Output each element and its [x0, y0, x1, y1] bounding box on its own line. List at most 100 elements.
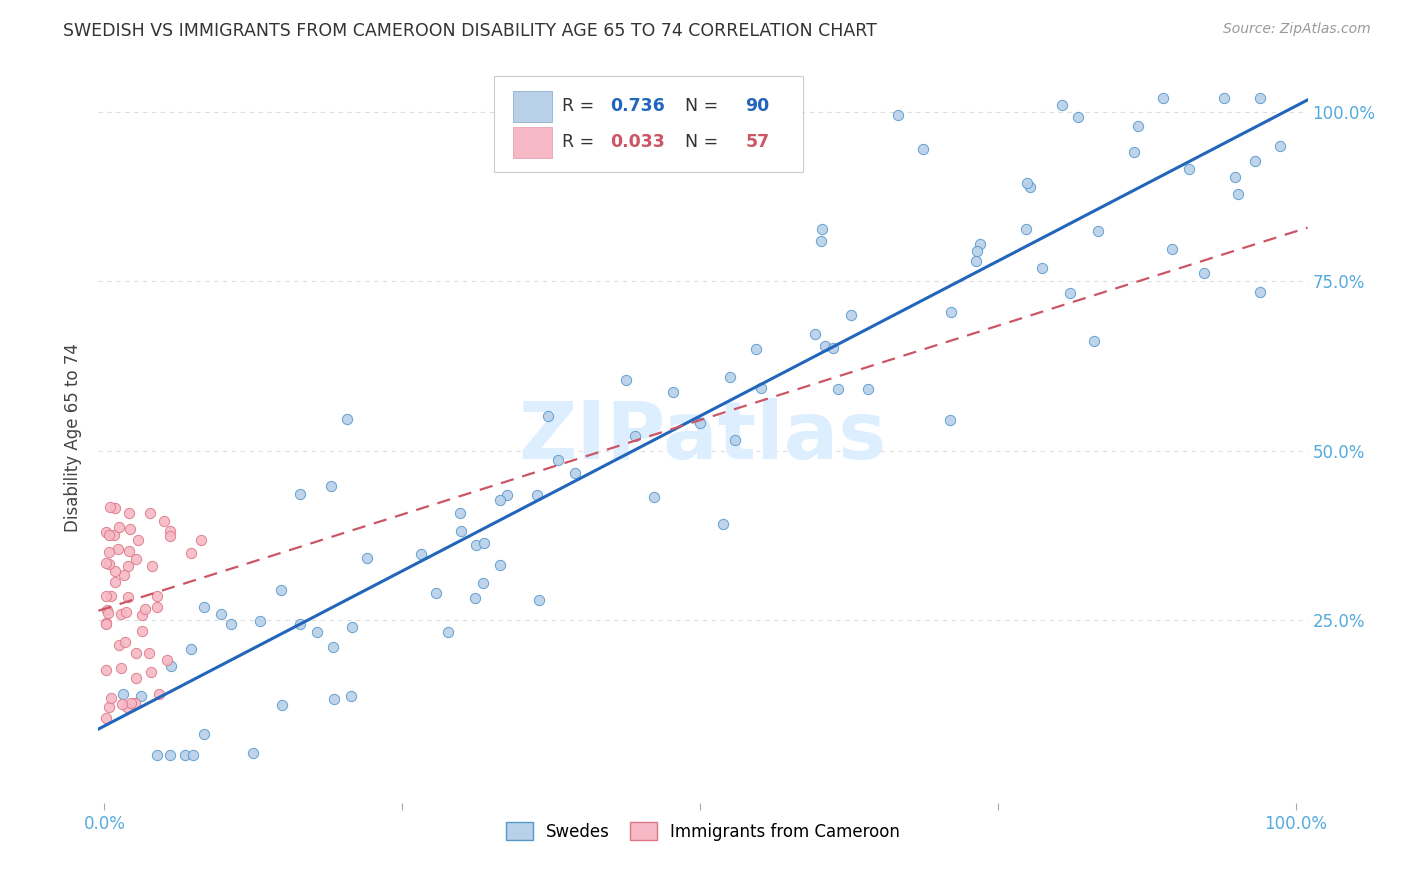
- Point: [1213, 91, 1236, 105]
- Point: [912, 142, 935, 156]
- Point: [139, 665, 162, 680]
- Point: [489, 558, 512, 573]
- FancyBboxPatch shape: [513, 91, 551, 122]
- Text: ZIPatlas: ZIPatlas: [519, 398, 887, 476]
- Point: [336, 412, 359, 426]
- Point: [614, 373, 637, 387]
- Point: [94, 663, 117, 677]
- Point: [114, 635, 136, 649]
- Point: [193, 727, 215, 741]
- Point: [858, 382, 880, 396]
- Point: [804, 326, 827, 341]
- Point: [307, 624, 329, 639]
- Point: [100, 691, 122, 706]
- Point: [821, 342, 844, 356]
- Point: [472, 576, 495, 591]
- Point: [98, 700, 121, 714]
- Point: [221, 616, 243, 631]
- Point: [117, 591, 139, 605]
- Point: [146, 600, 169, 615]
- Text: 0.736: 0.736: [610, 97, 665, 115]
- Point: [129, 689, 152, 703]
- Text: N =: N =: [673, 133, 724, 152]
- Point: [1019, 179, 1042, 194]
- Point: [1160, 243, 1182, 257]
- Point: [115, 699, 138, 714]
- Point: [141, 558, 163, 573]
- Text: 57: 57: [745, 133, 769, 152]
- Point: [94, 617, 117, 632]
- Point: [450, 524, 472, 539]
- Point: [96, 589, 118, 603]
- Point: [97, 607, 120, 621]
- Point: [138, 646, 160, 660]
- Point: [425, 585, 447, 599]
- Point: [181, 748, 204, 763]
- Point: [966, 244, 988, 259]
- Point: [1270, 139, 1292, 153]
- Point: [1126, 119, 1149, 133]
- Point: [319, 478, 342, 492]
- Point: [547, 453, 569, 467]
- Point: [125, 646, 148, 660]
- Point: [242, 746, 264, 760]
- Point: [624, 428, 647, 442]
- Point: [749, 381, 772, 395]
- Point: [160, 659, 183, 673]
- Point: [193, 600, 215, 615]
- Point: [271, 698, 294, 712]
- Point: [146, 748, 169, 763]
- Point: [159, 529, 181, 543]
- Point: [941, 305, 963, 319]
- Point: [118, 522, 141, 536]
- Point: [270, 582, 292, 597]
- Point: [814, 338, 837, 352]
- Point: [1192, 266, 1215, 280]
- Point: [1015, 222, 1038, 236]
- Point: [156, 653, 179, 667]
- Point: [1123, 145, 1146, 160]
- Point: [472, 536, 495, 550]
- Point: [108, 638, 131, 652]
- Point: [173, 748, 195, 763]
- Point: [290, 617, 312, 632]
- Point: [96, 525, 118, 540]
- Point: [488, 493, 510, 508]
- Point: [537, 409, 560, 423]
- Point: [323, 691, 346, 706]
- Point: [131, 624, 153, 638]
- Point: [159, 524, 181, 538]
- Point: [146, 589, 169, 603]
- Point: [118, 543, 141, 558]
- FancyBboxPatch shape: [513, 127, 551, 158]
- Point: [965, 253, 987, 268]
- Point: [464, 591, 486, 605]
- Point: [339, 689, 361, 703]
- Point: [1052, 98, 1074, 112]
- Point: [100, 589, 122, 603]
- Point: [322, 640, 344, 654]
- Point: [1244, 153, 1267, 168]
- Point: [526, 487, 548, 501]
- Point: [356, 551, 378, 566]
- Point: [209, 607, 232, 622]
- Point: [107, 541, 129, 556]
- Y-axis label: Disability Age 65 to 74: Disability Age 65 to 74: [65, 343, 83, 532]
- Text: R =: R =: [561, 133, 599, 152]
- Point: [139, 507, 162, 521]
- Point: [724, 433, 747, 447]
- Text: N =: N =: [673, 97, 724, 115]
- Point: [827, 382, 849, 396]
- Point: [1225, 169, 1247, 184]
- Point: [1177, 161, 1199, 176]
- Point: [104, 564, 127, 578]
- Point: [180, 545, 202, 559]
- Point: [340, 620, 363, 634]
- Text: 0.033: 0.033: [610, 133, 665, 152]
- Point: [104, 500, 127, 515]
- Point: [643, 490, 665, 504]
- Point: [159, 748, 181, 763]
- Text: SWEDISH VS IMMIGRANTS FROM CAMEROON DISABILITY AGE 65 TO 74 CORRELATION CHART: SWEDISH VS IMMIGRANTS FROM CAMEROON DISA…: [63, 22, 877, 40]
- Point: [841, 308, 863, 322]
- Point: [290, 487, 312, 501]
